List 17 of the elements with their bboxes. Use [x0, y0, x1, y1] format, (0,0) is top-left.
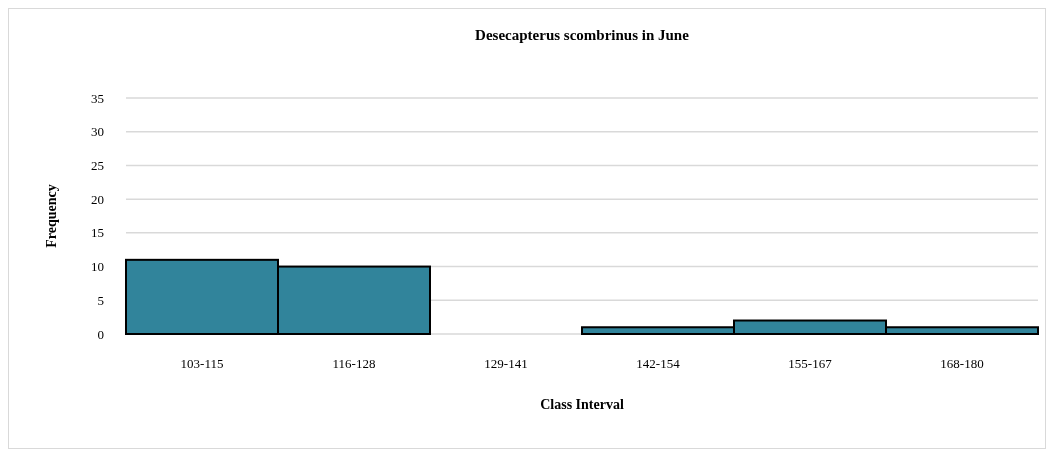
y-tick-label: 25: [91, 157, 104, 173]
chart-title: Desecapterus scombrinus in June: [475, 27, 690, 43]
x-tick-label: 168-180: [940, 356, 984, 371]
y-tick-label: 15: [91, 225, 104, 241]
y-tick-label: 30: [91, 124, 104, 140]
x-tick-label: 142-154: [636, 356, 681, 371]
y-tick-label: 35: [91, 90, 104, 106]
y-tick-label: 10: [91, 259, 104, 275]
x-tick-label: 129-141: [484, 356, 528, 371]
y-tick-label: 0: [97, 326, 104, 342]
y-tick-label: 20: [91, 191, 104, 207]
x-tick-label: 116-128: [332, 356, 376, 371]
x-axis-title: Class Interval: [540, 397, 624, 412]
x-tick-label: 155-167: [788, 356, 833, 371]
y-tick-label: 5: [97, 292, 104, 308]
y-axis-title: Frequency: [44, 184, 59, 248]
x-tick-label: 103-115: [180, 356, 224, 371]
